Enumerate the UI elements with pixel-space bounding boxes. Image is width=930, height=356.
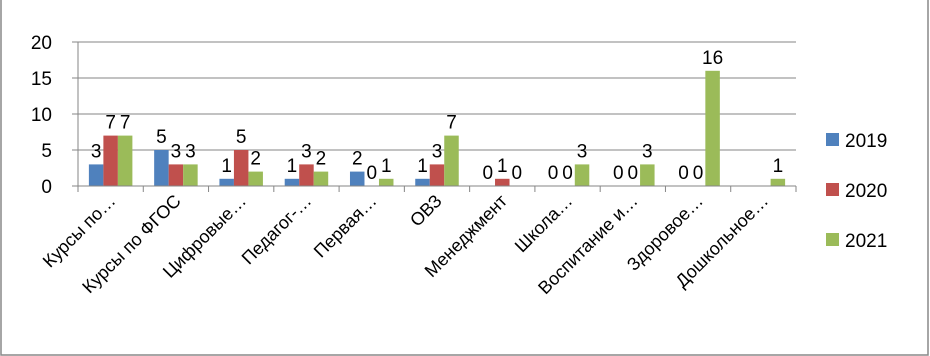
y-tick-label: 5 xyxy=(41,141,52,162)
data-label-2021: 16 xyxy=(702,48,723,69)
bar-2020 xyxy=(299,164,314,186)
bar-2021 xyxy=(248,171,263,186)
legend-swatch-2021 xyxy=(826,233,839,246)
data-label-2021: 0 xyxy=(511,163,522,184)
bar-2021 xyxy=(183,164,198,186)
bar-2019 xyxy=(415,178,430,186)
data-label-2021: 1 xyxy=(773,156,784,177)
bar-2020 xyxy=(233,150,249,186)
bar-2019 xyxy=(154,150,169,186)
data-label-2021: 3 xyxy=(642,141,653,162)
data-label-2020: 0 xyxy=(366,163,377,184)
data-label-2020: 5 xyxy=(236,127,247,148)
data-label-2020: 3 xyxy=(171,141,182,162)
bar-2020 xyxy=(429,164,445,186)
bar-2019 xyxy=(349,171,365,186)
legend-label-2021: 2021 xyxy=(845,231,887,252)
data-label-2021: 2 xyxy=(250,149,261,170)
data-label-2019: 0 xyxy=(482,163,493,184)
y-tick-label: 15 xyxy=(31,69,52,90)
data-label-2020: 3 xyxy=(432,141,443,162)
bar-2019 xyxy=(284,178,300,186)
data-label-2019: 0 xyxy=(678,163,689,184)
bar-2021 xyxy=(313,171,329,186)
data-label-2019: 1 xyxy=(417,156,428,177)
bar-2020 xyxy=(168,164,184,186)
data-label-2019: 3 xyxy=(91,141,102,162)
bar-2021 xyxy=(574,164,590,186)
data-label-2021: 7 xyxy=(446,113,457,134)
bar-2021 xyxy=(705,70,720,186)
bar-2021 xyxy=(640,164,655,186)
bar-2021 xyxy=(378,178,394,186)
data-label-2019: 5 xyxy=(156,127,167,148)
y-tick-label: 10 xyxy=(31,105,52,126)
data-label-2020: 7 xyxy=(105,113,116,134)
data-label-2020: 0 xyxy=(628,163,639,184)
bars xyxy=(88,70,786,186)
bar-2019 xyxy=(88,164,104,186)
data-label-2019: 2 xyxy=(352,149,363,170)
data-label-2020: 3 xyxy=(301,141,312,162)
data-label-2021: 7 xyxy=(120,113,131,134)
data-label-2019: 0 xyxy=(613,163,624,184)
data-label-2019: 0 xyxy=(548,163,559,184)
bar-2020 xyxy=(495,178,510,186)
legend-swatch-2020 xyxy=(826,183,839,196)
legend-swatch-2019 xyxy=(826,133,839,146)
bar-2021 xyxy=(770,178,786,186)
data-label-2020: 0 xyxy=(562,163,573,184)
y-tick-label: 0 xyxy=(41,177,52,198)
legend-label-2020: 2020 xyxy=(845,181,887,202)
data-label-2021: 3 xyxy=(577,141,588,162)
data-label-2020: 1 xyxy=(497,156,508,177)
bar-2021 xyxy=(117,135,133,186)
data-label-2021: 1 xyxy=(381,156,392,177)
bar-2020 xyxy=(103,135,118,186)
legend: 2019 2020 2021 xyxy=(826,131,887,252)
data-label-2021: 3 xyxy=(185,141,196,162)
y-tick-label: 20 xyxy=(31,33,52,54)
data-label-2019: 1 xyxy=(221,156,232,177)
data-label-2019: 1 xyxy=(287,156,298,177)
legend-label-2019: 2019 xyxy=(845,131,887,152)
gridlines xyxy=(78,41,796,151)
bar-2021 xyxy=(444,135,459,186)
data-label-2020: 0 xyxy=(693,163,704,184)
data-label-2021: 2 xyxy=(316,149,327,170)
bar-2019 xyxy=(219,178,234,186)
